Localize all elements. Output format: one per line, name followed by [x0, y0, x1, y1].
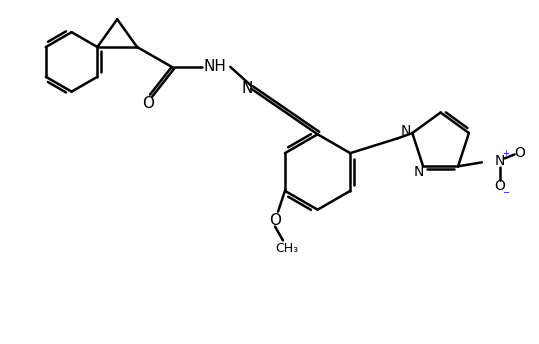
- Text: N: N: [495, 154, 505, 168]
- Text: O: O: [269, 213, 281, 228]
- Text: N: N: [414, 165, 424, 179]
- Text: +: +: [502, 149, 509, 158]
- Text: N: N: [241, 81, 253, 96]
- Text: O: O: [142, 96, 154, 111]
- Text: O: O: [494, 179, 505, 193]
- Text: NH: NH: [204, 60, 227, 74]
- Text: O: O: [514, 147, 525, 160]
- Text: CH₃: CH₃: [275, 242, 299, 255]
- Text: −: −: [502, 189, 509, 197]
- Text: N: N: [400, 124, 411, 138]
